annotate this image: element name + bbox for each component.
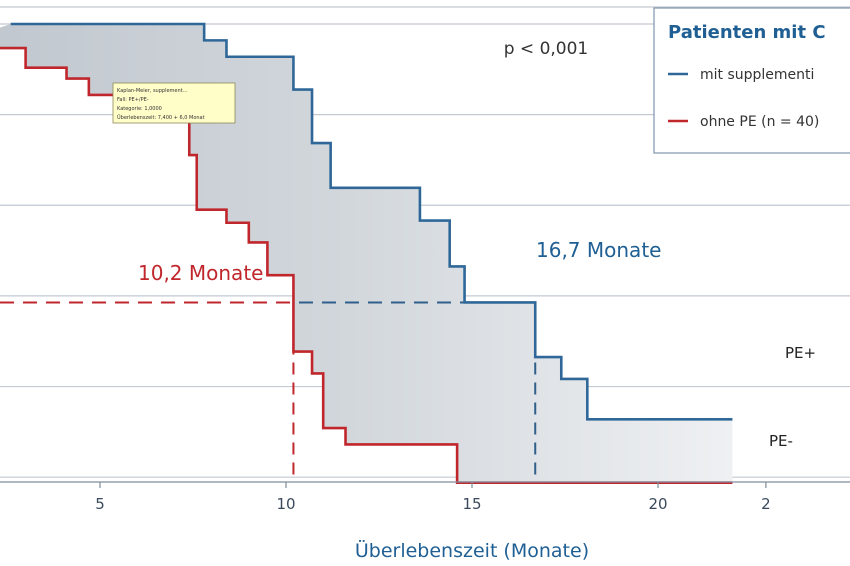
chart-annotations: 10,2 Monate 16,7 Monate PE+ PE- [138, 238, 816, 450]
survival-curves [0, 22, 733, 484]
legend-title: Patienten mit C [668, 22, 826, 43]
legend: Patienten mit C mit supplementi ohne PE … [653, 7, 850, 154]
legend-entry-series-1: mit supplementi [700, 67, 814, 83]
data-tooltip: Kaplan-Meier, supplement... Fall: PE+/PE… [112, 82, 236, 124]
x-tick-label-1: 5 [95, 495, 105, 513]
series-line-2 [0, 46, 733, 484]
annotation-red-median: 10,2 Monate [138, 261, 263, 285]
area-between-curves [0, 24, 733, 483]
annotation-blue-median: 16,7 Monate [536, 238, 661, 262]
x-tick-label-5: 2 [761, 495, 771, 513]
p-value-label: p < 0,001 [504, 39, 589, 59]
series-line-1 [10, 22, 733, 421]
annotation-pe-minus: PE- [769, 432, 793, 450]
x-axis: 5 10 15 20 2 [0, 481, 850, 513]
tooltip-line-4: Überlebenszeit: 7,400 + 6,0 Monat [117, 114, 205, 121]
legend-entry-series-2: ohne PE (n = 40) [700, 114, 819, 130]
x-tick-label-2: 10 [276, 495, 295, 513]
x-tick-label-4: 20 [648, 495, 667, 513]
tooltip-line-2: Fall: PE+/PE- [117, 97, 149, 103]
legend-box [653, 7, 850, 154]
x-axis-label: Überlebenszeit (Monate) [355, 539, 589, 562]
tooltip-line-3: Kategorie: 1,0000 [117, 106, 162, 112]
tooltip-box [112, 82, 236, 124]
tooltip-line-1: Kaplan-Meier, supplement... [117, 88, 188, 94]
annotation-pe-plus: PE+ [785, 344, 816, 362]
x-tick-label-3: 15 [462, 495, 481, 513]
